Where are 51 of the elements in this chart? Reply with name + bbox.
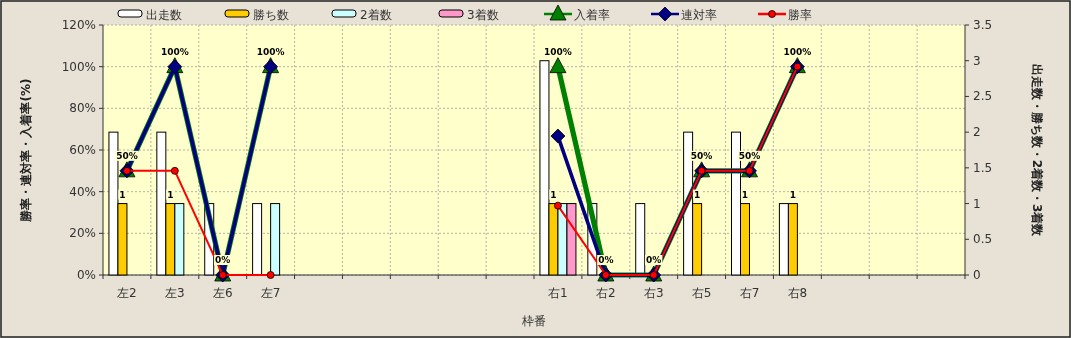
- x-tick-label: 右7: [739, 286, 760, 300]
- legend-label: 入着率: [574, 8, 610, 22]
- y-tick-label: 20%: [69, 226, 96, 241]
- data-label: 1: [741, 189, 749, 200]
- y-axis-title: 勝率・連対率・入着率(%): [19, 78, 33, 223]
- y2-tick-label: 0.5: [973, 232, 993, 247]
- y2-tick-label: 1.5: [973, 160, 993, 175]
- y2-tick-label: 3.5: [973, 18, 993, 32]
- legend-label: 2着数: [360, 8, 392, 22]
- y2-axis-title: 出走数・勝ち数・2着数・3着数: [1030, 63, 1044, 238]
- x-tick-label: 左6: [212, 286, 233, 300]
- y-tick-label: 100%: [61, 59, 96, 74]
- legend-label: 勝ち数: [253, 8, 289, 22]
- data-label: 50%: [738, 150, 761, 161]
- data-label: 1: [550, 189, 557, 200]
- x-axis-title: 枠番: [521, 314, 546, 328]
- legend-label: 出走数: [146, 8, 182, 22]
- y-tick-label: 60%: [69, 143, 96, 157]
- x-tick-label: 右5: [691, 286, 712, 300]
- data-label: 1: [789, 189, 797, 200]
- data-label: 100%: [783, 46, 812, 57]
- y2-tick-label: 3: [973, 53, 981, 68]
- y2-tick-label: 2.5: [973, 89, 993, 104]
- y-tick-label: 0%: [76, 268, 96, 282]
- y-tick-label: 120%: [61, 18, 96, 32]
- data-label: 0%: [598, 255, 614, 265]
- legend-label: 3着数: [467, 8, 499, 22]
- data-label: 1: [693, 189, 701, 200]
- x-tick-label: 右1: [548, 286, 568, 300]
- legend-label: 連対率: [681, 8, 717, 22]
- data-label: 50%: [116, 150, 138, 161]
- data-label: 1: [119, 189, 126, 200]
- data-label: 100%: [544, 46, 572, 57]
- y2-tick-label: 2: [973, 125, 981, 140]
- data-label: 100%: [256, 46, 285, 57]
- y-tick-label: 40%: [69, 184, 96, 199]
- x-tick-label: 右2: [596, 286, 616, 300]
- x-tick-label: 左3: [165, 286, 185, 300]
- y2-tick-label: 1: [973, 196, 981, 211]
- legend-label: 勝率: [788, 8, 812, 22]
- data-label: 50%: [690, 150, 713, 161]
- data-label: 1: [167, 189, 174, 200]
- data-label: 0%: [215, 255, 231, 265]
- data-label: 100%: [160, 46, 189, 57]
- y-tick-label: 80%: [69, 101, 96, 116]
- x-tick-label: 右3: [643, 286, 664, 300]
- data-label: 0%: [646, 255, 662, 265]
- x-tick-label: 左7: [260, 286, 281, 300]
- y2-tick-label: 0: [973, 268, 981, 282]
- x-tick-label: 左2: [117, 286, 137, 300]
- x-tick-label: 右8: [787, 286, 808, 300]
